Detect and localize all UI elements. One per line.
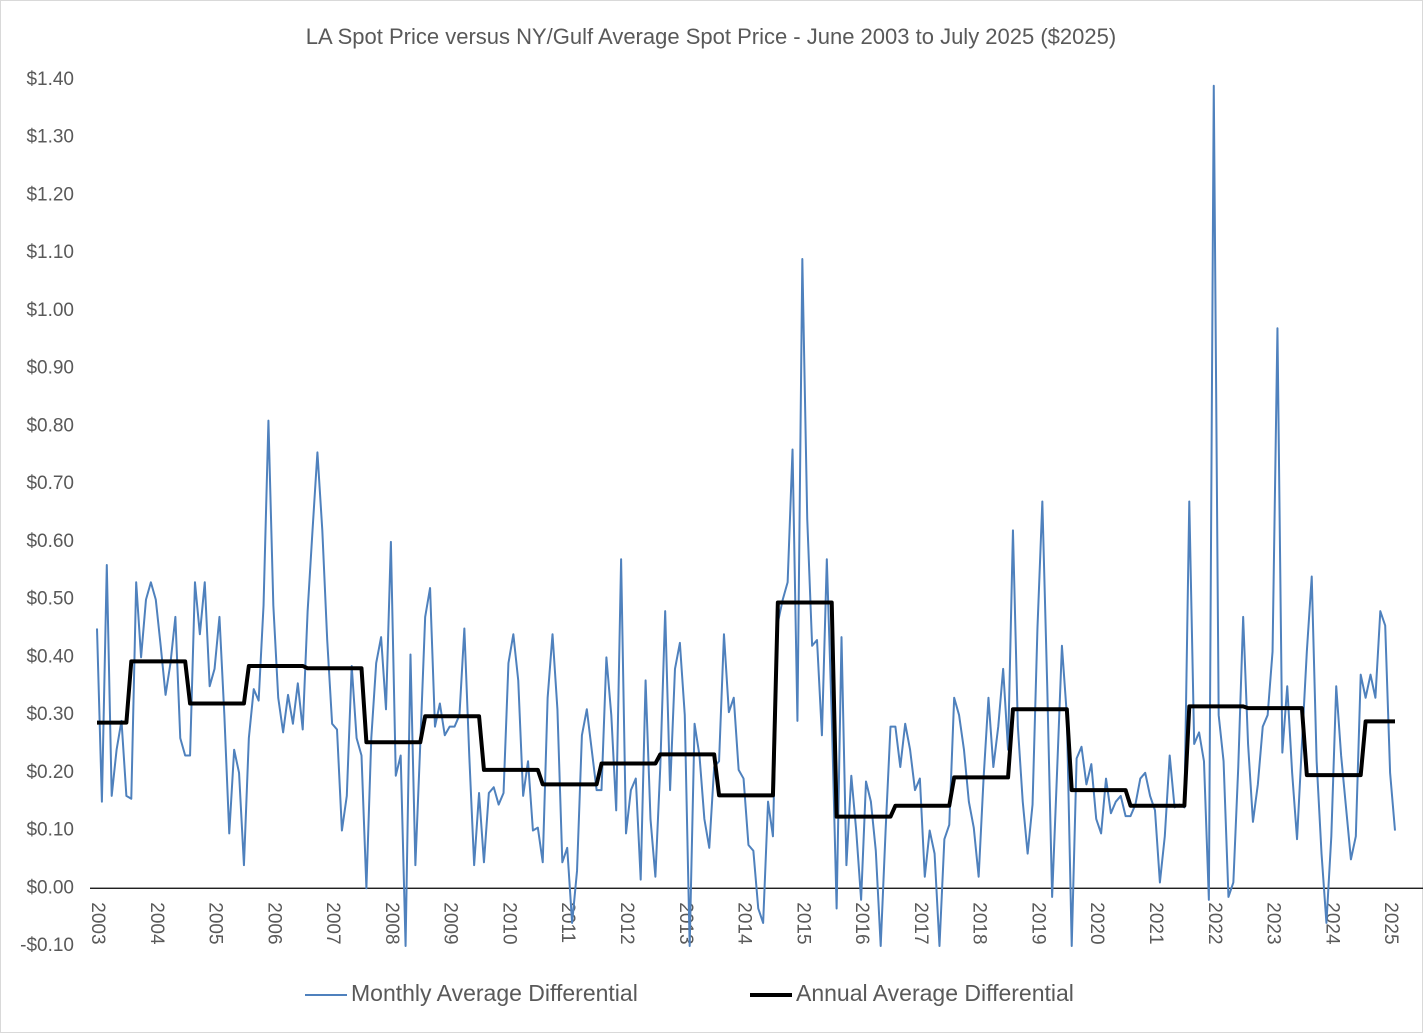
y-tick-label: $0.70: [26, 473, 74, 494]
x-tick-label: 2014: [734, 902, 755, 945]
y-tick-label: $0.40: [26, 646, 74, 667]
x-tick-label: 2016: [851, 902, 872, 944]
x-tick-label: 2005: [205, 902, 226, 944]
legend-label: Monthly Average Differential: [351, 980, 638, 1006]
x-tick-label: 2003: [87, 902, 108, 944]
x-tick-label: 2020: [1086, 902, 1107, 944]
y-tick-label: $0.80: [26, 415, 74, 436]
x-tick-label: 2023: [1263, 902, 1284, 944]
x-tick-label: 2022: [1204, 902, 1225, 944]
x-tick-label: 2015: [792, 902, 813, 944]
x-tick-label: 2021: [1145, 902, 1166, 944]
legend-label: Annual Average Differential: [796, 980, 1074, 1006]
y-tick-label: $1.10: [26, 242, 74, 263]
x-tick-label: 2017: [910, 902, 931, 944]
y-tick-label: $0.90: [26, 358, 74, 379]
y-tick-label: $1.00: [26, 300, 74, 321]
y-tick-label: $1.40: [26, 69, 74, 90]
x-tick-label: 2010: [498, 902, 519, 944]
x-tick-label: 2018: [969, 902, 990, 944]
y-tick-label: $0.20: [26, 762, 74, 783]
y-tick-label: $1.30: [26, 127, 74, 148]
x-tick-label: 2004: [146, 902, 167, 945]
x-tick-label: 2009: [440, 902, 461, 944]
x-tick-label: 2007: [322, 902, 343, 944]
x-tick-label: 2025: [1380, 902, 1401, 944]
y-tick-label: $0.60: [26, 531, 74, 552]
x-tick-label: 2008: [381, 902, 402, 944]
x-tick-label: 2006: [263, 902, 284, 944]
y-tick-label: $1.20: [26, 184, 74, 205]
y-tick-label: $0.00: [26, 877, 74, 898]
y-tick-label: $0.30: [26, 704, 74, 725]
y-tick-label: -$0.10: [20, 935, 74, 956]
x-tick-label: 2011: [557, 902, 578, 943]
y-tick-label: $0.10: [26, 820, 74, 841]
chart-title: LA Spot Price versus NY/Gulf Average Spo…: [306, 24, 1116, 49]
x-tick-label: 2013: [675, 902, 696, 944]
series-line: [97, 600, 1395, 819]
y-tick-label: $0.50: [26, 589, 74, 610]
x-tick-label: 2019: [1027, 902, 1048, 944]
x-tick-label: 2012: [616, 902, 637, 944]
